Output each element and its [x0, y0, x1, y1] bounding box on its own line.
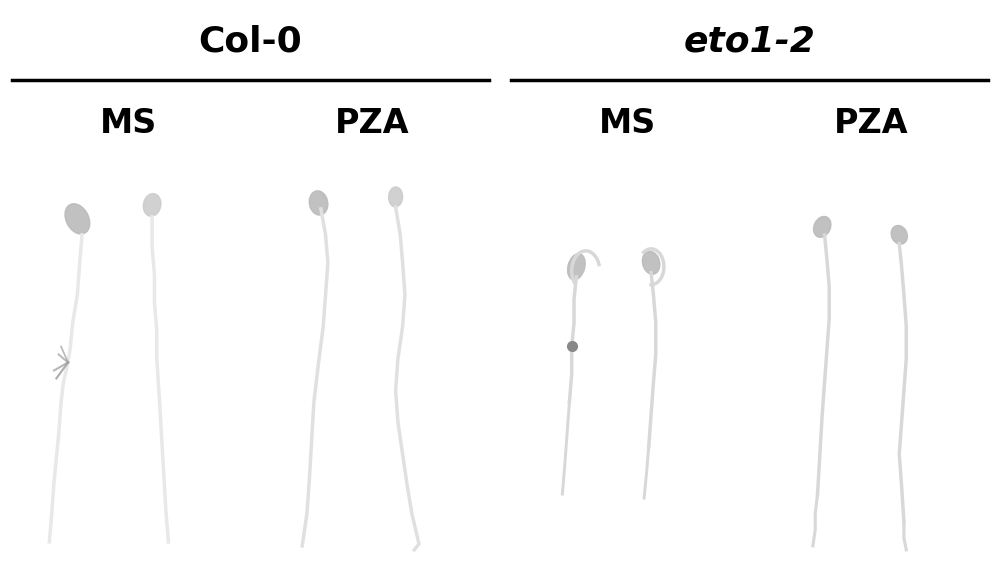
Text: Col-0: Col-0	[199, 25, 302, 59]
Text: MS: MS	[100, 107, 157, 140]
Text: PZA: PZA	[834, 107, 909, 140]
Ellipse shape	[891, 226, 907, 244]
Ellipse shape	[814, 217, 831, 237]
Ellipse shape	[143, 193, 161, 216]
Ellipse shape	[568, 254, 585, 280]
Text: MS: MS	[599, 107, 656, 140]
Ellipse shape	[642, 252, 660, 274]
Text: eto1-2: eto1-2	[684, 25, 815, 59]
Ellipse shape	[389, 187, 403, 207]
Text: PZA: PZA	[335, 107, 410, 140]
Ellipse shape	[65, 204, 90, 234]
Ellipse shape	[309, 191, 328, 215]
